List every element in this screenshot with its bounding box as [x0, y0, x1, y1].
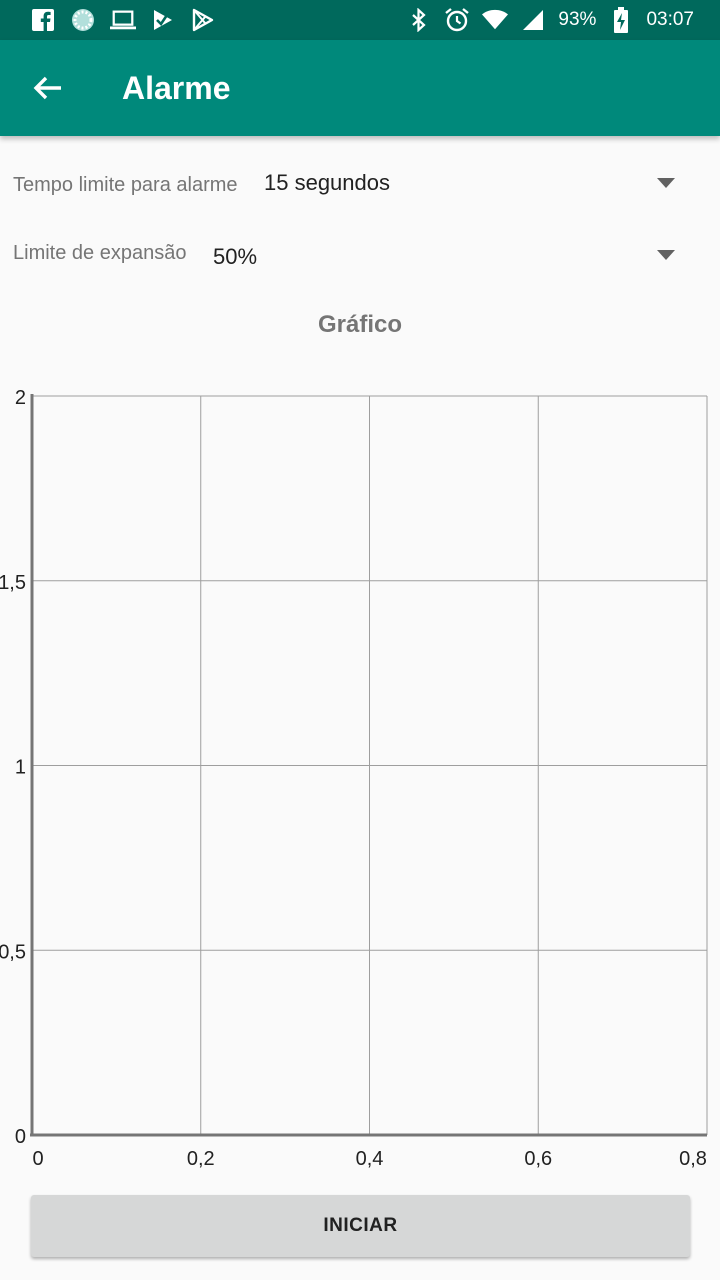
laptop-icon	[110, 7, 136, 33]
notification-icons	[30, 6, 216, 34]
system-indicators: 93% 03:07	[406, 6, 694, 34]
time-limit-label: Tempo limite para alarme	[13, 174, 238, 196]
chart-grid	[31, 395, 708, 1136]
spinner-app-icon	[70, 7, 96, 33]
battery-charging-icon	[608, 7, 634, 33]
app-bar: Alarme	[0, 40, 720, 136]
chart-title: Gráfico	[317, 311, 403, 338]
status-bar: 93% 03:07	[0, 0, 720, 40]
expansion-limit-value: 50%	[213, 244, 258, 269]
y-tick-label: 2	[15, 387, 26, 409]
x-tick-label: 0,8	[679, 1148, 707, 1170]
y-tick-label: 0	[15, 1126, 26, 1148]
y-tick-label: 1	[15, 757, 26, 779]
time-limit-row: Tempo limite para alarme 15 segundos	[0, 155, 720, 215]
chart-axes	[30, 394, 707, 1137]
expansion-limit-row: Limite de expansão 50%	[0, 226, 720, 286]
y-tick-label: 1,5	[0, 572, 26, 594]
start-button[interactable]: INICIAR	[31, 1195, 690, 1257]
time-limit-value: 15 segundos	[264, 170, 390, 195]
alarm-clock-icon	[444, 7, 470, 33]
x-tick-label: 0,2	[187, 1148, 215, 1170]
battery-percentage: 93%	[558, 9, 597, 30]
chart-tick-labels: 0 0,2 0,4 0,6 0,8 0 0,5 1 1,5 2	[0, 387, 707, 1170]
page-title: Alarme	[122, 70, 231, 106]
chart: 0 0,2 0,4 0,6 0,8 0 0,5 1 1,5 2	[0, 387, 708, 1170]
check-flag-icon	[150, 7, 176, 33]
arrow-left-icon	[33, 76, 61, 100]
dropdown-arrow-icon	[657, 250, 675, 260]
facebook-icon	[30, 7, 56, 33]
x-tick-label: 0,4	[356, 1148, 384, 1170]
x-tick-label: 0,6	[524, 1148, 552, 1170]
cell-signal-icon	[520, 7, 546, 33]
x-tick-label: 0	[32, 1148, 43, 1170]
expansion-limit-spinner[interactable]: 50%	[200, 230, 690, 280]
expansion-limit-label: Limite de expansão	[13, 242, 187, 264]
clock-time: 03:07	[646, 9, 694, 30]
back-button[interactable]	[26, 66, 70, 110]
y-tick-label: 0,5	[0, 941, 26, 963]
dropdown-arrow-icon	[657, 178, 675, 188]
time-limit-spinner[interactable]: 15 segundos	[250, 157, 690, 207]
wifi-icon	[482, 7, 509, 33]
play-store-icon	[190, 7, 216, 33]
bluetooth-icon	[406, 7, 432, 33]
